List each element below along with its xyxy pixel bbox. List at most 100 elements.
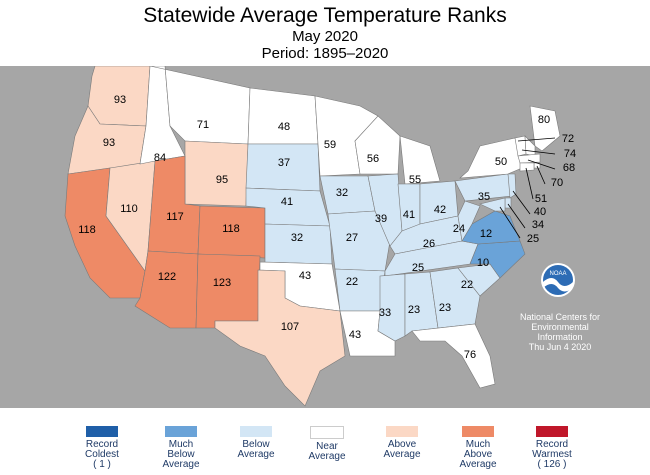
rank-label-de: 34 [532, 219, 544, 231]
leader-line-md [499, 206, 521, 239]
state-CT[interactable] [519, 162, 535, 172]
state-WV[interactable] [457, 200, 481, 242]
rank-label-sc: 22 [461, 279, 473, 291]
rank-label-wv: 24 [453, 223, 465, 235]
legend-text-line: Below [242, 439, 270, 450]
rank-label-ms: 33 [379, 307, 391, 319]
legend-text-line: Near [316, 441, 338, 452]
noaa-logo: NOAA [541, 263, 575, 297]
rank-label-fl: 76 [464, 349, 476, 361]
rank-label-oh: 42 [434, 204, 446, 216]
legend-text-line: Much [465, 439, 491, 450]
state-NM[interactable] [195, 253, 261, 329]
us-map: 93 93 118 84 110 71 95 117 118 122 123 48 37 41 32 43 10… [0, 65, 650, 408]
legend-swatch-above [386, 426, 418, 437]
state-rank-labels: 93 93 118 84 110 71 95 117 118 122 123 48 37 41 32 43 10… [78, 94, 576, 361]
state-MI[interactable] [399, 135, 441, 185]
state-WI[interactable] [354, 115, 401, 175]
map-subtitle: May 2020 [292, 28, 358, 45]
rank-label-nh: 72 [562, 133, 574, 145]
legend-text-line: Warmest [532, 449, 572, 460]
legend-text-line: Average [459, 459, 497, 470]
legend-text-line: Average [308, 451, 346, 462]
rank-label-co: 118 [222, 223, 240, 235]
legend-text-line: ( 1 ) [93, 459, 111, 470]
rank-label-me: 80 [538, 114, 550, 126]
map-area: 93 93 118 84 110 71 95 117 118 122 123 48 37 41 32 43 10… [0, 65, 650, 408]
legend-swatch-much-above [462, 426, 494, 437]
leader-line-nj [512, 190, 531, 215]
rank-label-la: 43 [349, 329, 361, 341]
rank-label-nd: 48 [278, 121, 290, 133]
state-ND[interactable] [247, 87, 319, 145]
rank-label-nm: 123 [213, 277, 231, 289]
legend-text-line: Below [167, 449, 195, 460]
state-IN[interactable] [397, 183, 421, 232]
rank-label-va: 12 [480, 228, 492, 240]
rank-label-md: 25 [527, 233, 539, 245]
state-GA[interactable] [429, 267, 481, 329]
rank-label-ar: 22 [346, 276, 358, 288]
rank-label-mo: 27 [346, 232, 358, 244]
legend-swatch-record-warmest [536, 426, 568, 437]
rank-label-mi: 55 [409, 174, 421, 186]
map-period: Period: 1895–2020 [261, 45, 389, 62]
legend-text-line: Above [387, 439, 417, 450]
rank-label-tx: 107 [281, 321, 299, 333]
state-FL[interactable] [411, 323, 496, 389]
rank-label-wy: 95 [216, 174, 228, 186]
ncei-credit-date: Thu Jun 4 2020 [528, 342, 592, 352]
rank-label-wi: 56 [367, 153, 379, 165]
legend-below: Below Average [216, 426, 296, 460]
rank-label-ky: 26 [423, 238, 435, 250]
legend-record-warmest: Record Warmest ( 126 ) [512, 426, 592, 470]
state-MD[interactable] [479, 197, 506, 212]
ncei-credit-line-2: Environmental [531, 322, 589, 332]
state-TX[interactable] [214, 269, 346, 407]
northeast-leader-lines [499, 137, 556, 239]
leader-line-nh [517, 137, 556, 142]
legend-much-above: Much Above Average [438, 426, 518, 470]
state-AR[interactable] [334, 268, 386, 312]
map-legend: Record Coldest ( 1 ) Much Below Average … [0, 408, 650, 475]
legend-swatch-below [240, 426, 272, 437]
leader-line-ct [525, 167, 534, 200]
legend-text-line: Record [85, 439, 119, 450]
rank-label-ne: 41 [281, 196, 293, 208]
legend-near: Near Average [287, 426, 367, 462]
rank-label-wa: 93 [114, 94, 126, 106]
rank-label-nj: 40 [534, 206, 546, 218]
map-header: Statewide Average Temperature Ranks May … [0, 4, 650, 62]
legend-swatch-near [310, 426, 344, 439]
state-KS[interactable] [264, 223, 333, 265]
rank-label-nc: 10 [477, 257, 489, 269]
leader-line-de [507, 203, 526, 229]
leader-line-ri [536, 165, 546, 185]
rank-label-pa: 35 [478, 191, 490, 203]
rank-label-az: 122 [158, 271, 176, 283]
rank-label-ok: 43 [299, 270, 311, 282]
legend-swatch-much-below [165, 426, 197, 437]
rank-label-sd: 37 [278, 157, 290, 169]
leader-line-vt [521, 149, 556, 155]
state-MO[interactable] [327, 210, 391, 272]
state-regions [64, 65, 561, 407]
rank-label-ca: 118 [78, 224, 96, 236]
ncei-credit-line-3: Information [537, 332, 583, 342]
rank-label-ut: 117 [166, 211, 184, 223]
rank-label-mn: 59 [324, 139, 336, 151]
legend-text-line: Much [168, 439, 194, 450]
legend-text-line: Coldest [85, 449, 119, 460]
legend-swatch-record-coldest [86, 426, 118, 437]
state-MA[interactable] [517, 153, 541, 164]
rank-label-ct: 51 [535, 193, 547, 205]
legend-text-line: Average [383, 449, 421, 460]
rank-label-ma: 68 [563, 162, 575, 174]
ncei-credit-line-1: National Centers for [519, 312, 601, 322]
rank-label-ri: 70 [551, 177, 563, 189]
rank-label-in: 41 [403, 209, 415, 221]
ncei-credit: National Centers for Environmental Infor… [515, 312, 605, 352]
legend-record-coldest: Record Coldest ( 1 ) [62, 426, 142, 470]
rank-label-ia: 32 [336, 187, 348, 199]
rank-label-ny: 50 [495, 156, 507, 168]
